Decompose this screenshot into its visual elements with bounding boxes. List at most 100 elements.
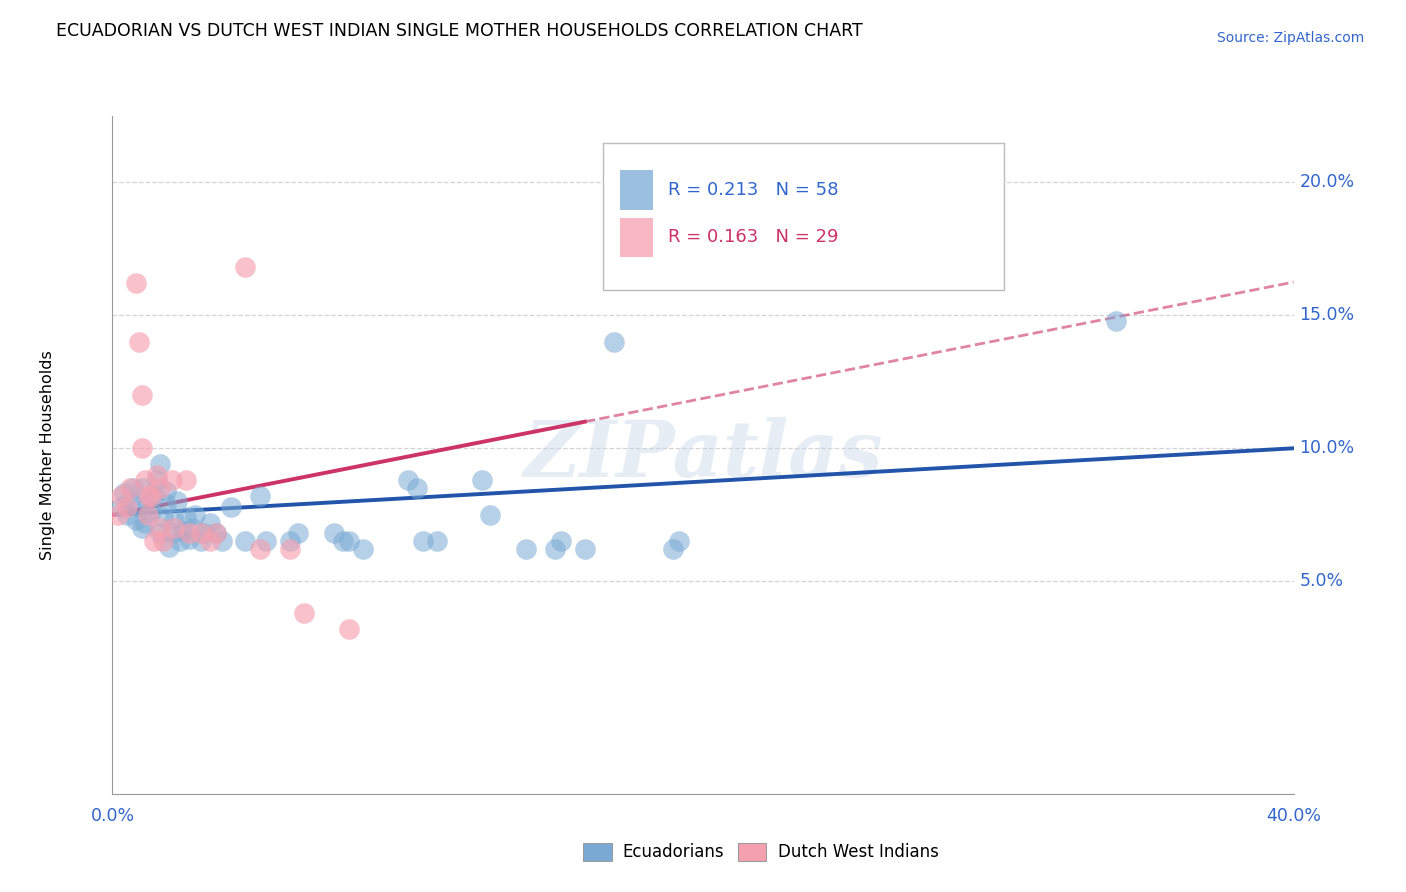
Point — [662, 542, 685, 557]
Point — [149, 521, 172, 535]
Point — [134, 516, 156, 530]
Point — [120, 494, 142, 508]
Point — [152, 534, 174, 549]
Point — [169, 534, 191, 549]
Point — [233, 260, 256, 275]
Point — [233, 534, 256, 549]
Point — [122, 481, 145, 495]
Point — [107, 508, 129, 522]
Text: 0.0%: 0.0% — [90, 807, 135, 825]
Point — [181, 521, 204, 535]
Bar — [620, 170, 654, 210]
Text: R = 0.213   N = 58: R = 0.213 N = 58 — [668, 181, 838, 199]
Point — [337, 534, 360, 549]
Point — [323, 526, 346, 541]
Point — [352, 542, 374, 557]
Point — [128, 334, 150, 349]
Point — [205, 526, 228, 541]
Point — [117, 508, 138, 522]
Point — [426, 534, 449, 549]
Point — [110, 489, 132, 503]
Point — [174, 510, 197, 524]
Point — [149, 481, 172, 495]
Point — [125, 277, 148, 291]
Point — [172, 524, 194, 538]
Point — [136, 508, 159, 522]
Point — [134, 473, 156, 487]
Point — [332, 534, 354, 549]
Point — [287, 526, 309, 541]
Point — [128, 500, 150, 514]
Point — [405, 481, 427, 495]
Point — [190, 534, 212, 549]
Point — [155, 497, 177, 511]
Point — [198, 534, 221, 549]
Point — [550, 534, 572, 549]
Point — [120, 481, 142, 495]
Bar — [620, 218, 654, 257]
Point — [149, 457, 172, 471]
Point — [146, 473, 169, 487]
Point — [479, 508, 502, 522]
Point — [249, 542, 271, 557]
Point — [603, 334, 626, 349]
Point — [112, 486, 135, 500]
Point — [131, 388, 153, 402]
Text: ECUADORIAN VS DUTCH WEST INDIAN SINGLE MOTHER HOUSEHOLDS CORRELATION CHART: ECUADORIAN VS DUTCH WEST INDIAN SINGLE M… — [56, 22, 863, 40]
Point — [146, 467, 169, 482]
FancyBboxPatch shape — [603, 143, 1004, 290]
Point — [139, 505, 162, 519]
Point — [190, 526, 212, 541]
Point — [136, 497, 159, 511]
Text: Single Mother Households: Single Mother Households — [39, 350, 55, 560]
Text: Dutch West Indians: Dutch West Indians — [778, 843, 938, 861]
Point — [179, 526, 201, 541]
Point — [1105, 313, 1128, 327]
Point — [163, 521, 186, 535]
Point — [131, 521, 153, 535]
Point — [396, 473, 419, 487]
Text: Source: ZipAtlas.com: Source: ZipAtlas.com — [1216, 31, 1364, 45]
Point — [278, 534, 301, 549]
Point — [110, 500, 132, 514]
Point — [174, 473, 197, 487]
Point — [166, 494, 188, 508]
Point — [184, 508, 207, 522]
Point — [411, 534, 433, 549]
Text: R = 0.163   N = 29: R = 0.163 N = 29 — [668, 228, 838, 246]
Point — [515, 542, 537, 557]
Point — [136, 489, 159, 503]
Text: 15.0%: 15.0% — [1299, 306, 1354, 325]
Text: ZIPatlas: ZIPatlas — [523, 417, 883, 493]
Point — [470, 473, 494, 487]
Point — [337, 622, 360, 636]
Point — [198, 516, 221, 530]
Point — [179, 532, 201, 546]
Point — [193, 526, 215, 541]
Text: 10.0%: 10.0% — [1299, 439, 1354, 458]
Text: Ecuadorians: Ecuadorians — [623, 843, 724, 861]
Text: 5.0%: 5.0% — [1299, 572, 1344, 591]
Point — [219, 500, 242, 514]
Point — [117, 500, 138, 514]
Point — [157, 540, 180, 554]
Point — [131, 442, 153, 456]
Point — [155, 483, 177, 498]
Text: 20.0%: 20.0% — [1299, 173, 1354, 192]
Point — [668, 534, 690, 549]
Point — [249, 489, 271, 503]
Point — [205, 526, 228, 541]
Point — [139, 489, 162, 503]
Point — [131, 481, 153, 495]
Point — [142, 489, 165, 503]
Point — [574, 542, 596, 557]
Point — [254, 534, 277, 549]
Point — [142, 534, 165, 549]
Point — [163, 513, 186, 527]
Point — [149, 526, 172, 541]
Text: 40.0%: 40.0% — [1265, 807, 1322, 825]
Point — [211, 534, 233, 549]
Point — [152, 510, 174, 524]
Point — [544, 542, 567, 557]
Point — [160, 526, 183, 541]
